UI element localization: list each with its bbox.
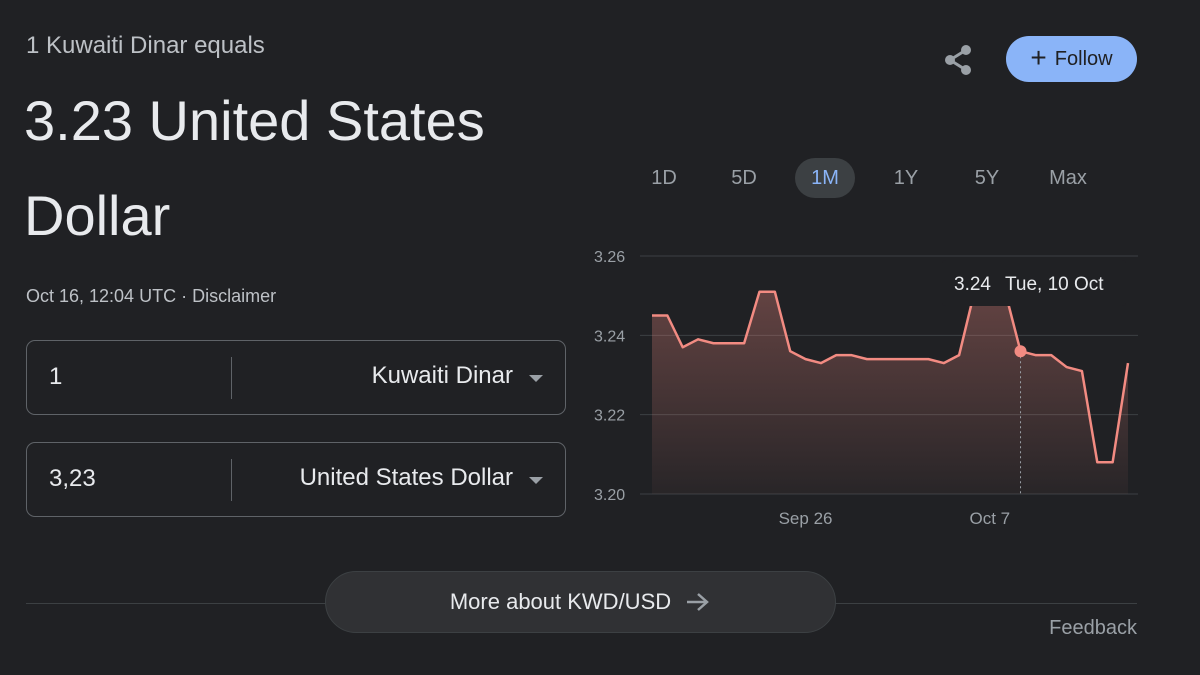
y-tick-label: 3.26 [594,249,625,266]
arrow-right-icon [687,593,710,611]
tab-5d[interactable]: 5D [731,167,757,189]
disclaimer-link[interactable]: Disclaimer [192,286,277,306]
tab-max[interactable]: Max [1049,167,1087,189]
y-tick-label: 3.24 [594,328,625,345]
from-amount-input[interactable]: 1 [49,363,63,390]
conversion-result-line1: 3.23 United States [24,89,485,152]
tab-1y[interactable]: 1Y [893,167,919,189]
field-divider [231,357,232,399]
hover-point [1014,345,1027,358]
tab-1d[interactable]: 1D [651,167,677,189]
follow-button[interactable]: + Follow [1006,36,1137,82]
from-unit-select[interactable]: Kuwaiti Dinar [371,362,513,389]
y-tick-label: 3.22 [594,408,625,425]
from-currency-field: 1 Kuwaiti Dinar [26,340,566,415]
x-tick-label: Sep 26 [779,509,833,528]
timestamp-row: Oct 16, 12:04 UTC · Disclaimer [26,286,276,307]
tab-5y[interactable]: 5Y [974,167,1000,189]
to-amount-input[interactable]: 3,23 [49,465,96,492]
y-tick-label: 3.20 [594,487,625,504]
share-icon[interactable] [938,40,978,80]
tooltip-value: 3.24 [954,274,991,295]
range-tabs: 1D 5D 1M 1Y 5Y Max [634,158,1130,200]
separator: · [176,286,193,306]
tooltip-box [942,260,1126,306]
to-unit-select[interactable]: United States Dollar [299,464,513,491]
area-fill [652,291,1128,494]
rate-line [652,290,1130,464]
more-about-label: More about KWD/USD [449,589,672,614]
chevron-down-icon[interactable] [529,477,543,484]
feedback-link[interactable]: Feedback [1049,617,1137,639]
x-tick-label: Oct 7 [969,509,1010,528]
exchange-rate-chart[interactable]: 3.26 3.24 3.22 3.20 Sep 26 Oct 7 3.24 Tue, 10 O… [580,230,1160,540]
chevron-down-icon[interactable] [529,375,543,382]
more-about-button[interactable]: More about KWD/USD [325,571,836,633]
to-currency-field: 3,23 United States Dollar [26,442,566,517]
tab-1m[interactable]: 1M [795,158,855,198]
timestamp: Oct 16, 12:04 UTC [26,286,177,306]
plus-icon: + [1030,41,1047,73]
follow-label: Follow [1054,47,1113,70]
tooltip-date: Tue, 10 Oct [1005,274,1104,295]
conversion-subtitle: 1 Kuwaiti Dinar equals [26,32,265,59]
conversion-result-line2: Dollar [24,184,171,247]
field-divider [231,459,232,501]
